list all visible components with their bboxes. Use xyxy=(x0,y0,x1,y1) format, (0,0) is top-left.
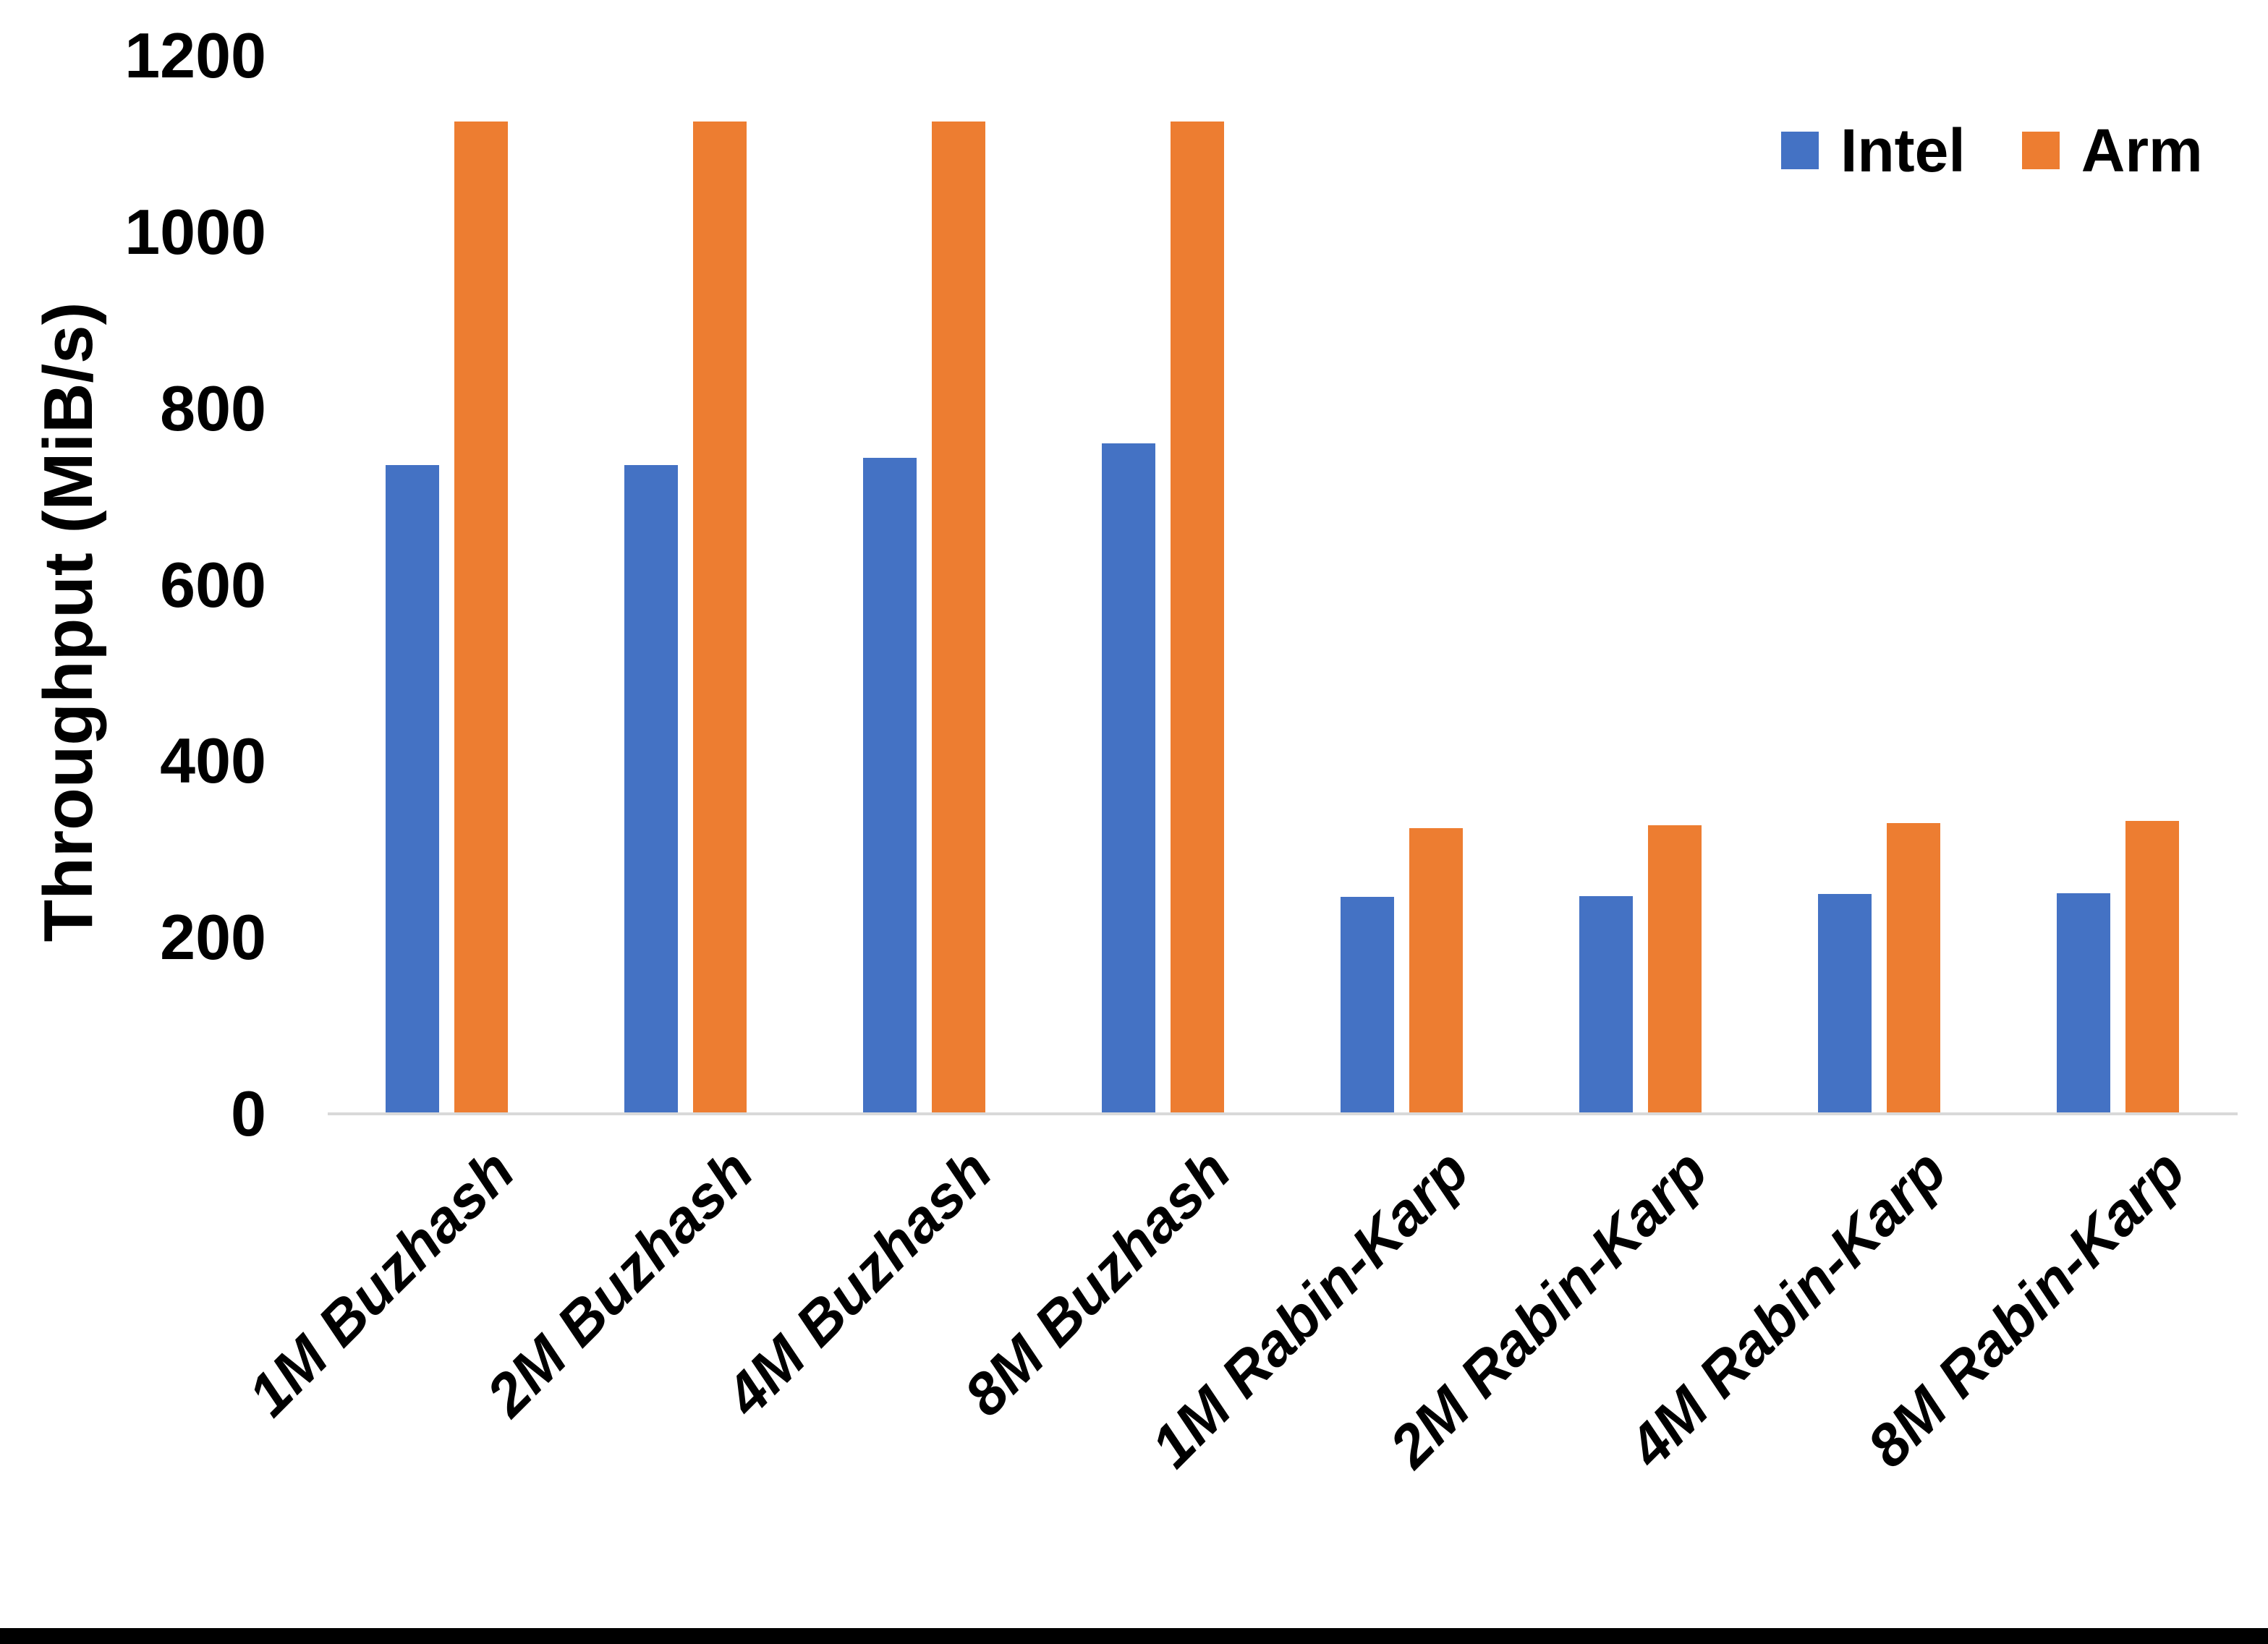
legend-swatch-arm xyxy=(2021,132,2060,169)
y-tick-label-400: 400 xyxy=(160,725,266,797)
bar-arm-2m-buzhash xyxy=(693,122,747,1114)
x-axis-line xyxy=(328,1112,2238,1115)
bar-intel-1m-rabin-karp xyxy=(1341,897,1394,1114)
plot-area xyxy=(328,56,2238,1115)
legend-label-arm: Arm xyxy=(2081,116,2203,184)
bar-arm-2m-rabin-karp xyxy=(1648,825,1702,1114)
bar-arm-1m-rabin-karp xyxy=(1409,828,1463,1114)
y-tick-label-0: 0 xyxy=(231,1078,266,1149)
bar-intel-2m-rabin-karp xyxy=(1579,895,1633,1114)
bar-arm-8m-rabin-karp xyxy=(2125,821,2179,1114)
legend-item-intel: Intel xyxy=(1781,120,1966,181)
bar-arm-4m-buzhash xyxy=(932,122,985,1114)
bar-intel-4m-buzhash xyxy=(863,457,917,1114)
bar-intel-8m-rabin-karp xyxy=(2057,893,2110,1114)
legend: Intel Arm xyxy=(1781,120,2203,181)
bar-arm-4m-rabin-karp xyxy=(1887,822,1940,1114)
bar-arm-8m-buzhash xyxy=(1171,122,1224,1114)
legend-swatch-intel xyxy=(1781,132,1819,169)
y-tick-label-800: 800 xyxy=(160,372,266,444)
bar-intel-4m-rabin-karp xyxy=(1818,894,1872,1114)
legend-label-intel: Intel xyxy=(1840,116,1966,184)
y-tick-label-600: 600 xyxy=(160,548,266,621)
bar-intel-8m-buzhash xyxy=(1102,443,1155,1114)
y-tick-label-1000: 1000 xyxy=(124,195,266,268)
bar-intel-1m-buzhash xyxy=(386,464,439,1114)
y-tick-label-1200: 1200 xyxy=(124,20,266,91)
bar-intel-2m-buzhash xyxy=(624,464,678,1114)
bottom-border xyxy=(0,1628,2268,1644)
bar-arm-1m-buzhash xyxy=(454,122,508,1114)
y-tick-label-200: 200 xyxy=(160,901,266,974)
legend-item-arm: Arm xyxy=(2021,116,2203,184)
